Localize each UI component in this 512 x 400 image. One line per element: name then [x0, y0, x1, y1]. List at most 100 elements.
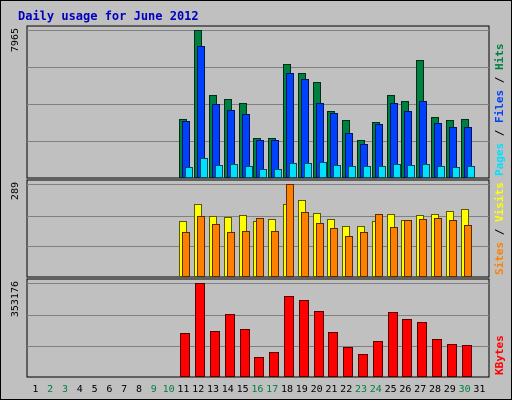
bar-sites-day-12	[197, 216, 205, 277]
chart-title: Daily usage for June 2012	[18, 9, 199, 23]
bar-kbytes-day-23	[358, 354, 368, 377]
bar-kbytes-day-28	[432, 339, 442, 377]
bar-kbytes-day-14	[225, 314, 235, 377]
bar-pages-day-15	[245, 166, 253, 178]
legend-separator: /	[493, 70, 506, 90]
x-tick-label-day-27: 27	[414, 384, 426, 395]
x-tick-label-day-31: 31	[473, 384, 485, 395]
x-tick-label-day-19: 19	[296, 384, 308, 395]
bar-kbytes-day-25	[388, 312, 398, 377]
bar-pages-day-28	[437, 166, 445, 178]
bar-pages-day-20	[319, 162, 327, 178]
x-tick-label-day-12: 12	[192, 384, 204, 395]
bar-sites-day-13	[212, 224, 220, 277]
y-max-label: 353176	[10, 281, 21, 317]
x-tick-label-day-7: 7	[121, 384, 127, 395]
panel-hits-files-pages: 7965 Pages / Files / Hits	[10, 25, 506, 179]
y-max-label: 7965	[10, 28, 21, 52]
x-tick-label-day-25: 25	[385, 384, 397, 395]
bar-sites-day-22	[345, 236, 353, 277]
bar-kbytes-day-19	[299, 300, 309, 377]
bar-sites-day-25	[390, 227, 398, 277]
bar-pages-day-29	[452, 167, 460, 178]
bar-pages-day-13	[215, 165, 223, 178]
x-tick-label-day-28: 28	[429, 384, 441, 395]
bar-pages-day-17	[274, 169, 282, 178]
legend-separator: /	[493, 222, 506, 242]
bar-pages-day-22	[348, 166, 356, 178]
bar-kbytes-day-24	[373, 341, 383, 377]
legend-kbytes: KBytes	[493, 335, 506, 375]
x-tick-label-day-17: 17	[266, 384, 278, 395]
bar-files-day-19	[301, 79, 309, 178]
bar-kbytes-day-26	[402, 319, 412, 377]
bar-sites-day-11	[182, 232, 190, 277]
y-max-label: 289	[10, 182, 21, 200]
panel-kbytes: 353176 KBytes	[10, 278, 506, 378]
chart-panels: 7965 Pages / Files / Hits 289 Sites / Visit…	[10, 25, 506, 378]
x-tick-label-day-15: 15	[237, 384, 249, 395]
bar-pages-day-18	[289, 163, 297, 178]
legend-kbytes: KBytes	[493, 335, 506, 375]
bar-pages-day-12	[200, 158, 208, 178]
bar-kbytes-day-13	[210, 331, 220, 377]
bar-pages-day-24	[378, 166, 386, 178]
bar-sites-day-28	[434, 218, 442, 277]
bar-kbytes-day-15	[240, 329, 250, 377]
x-tick-label-day-4: 4	[77, 384, 83, 395]
legend-pages: Pages	[493, 143, 506, 176]
bar-kbytes-day-18	[284, 296, 294, 377]
bar-sites-day-20	[316, 223, 324, 277]
bar-sites-day-24	[375, 214, 383, 277]
bar-sites-day-21	[330, 228, 338, 277]
bar-sites-day-29	[449, 220, 457, 277]
bar-pages-day-16	[259, 169, 267, 178]
x-tick-label-day-18: 18	[281, 384, 293, 395]
bar-pages-day-27	[422, 164, 430, 178]
x-tick-label-day-13: 13	[207, 384, 219, 395]
bar-pages-day-30	[467, 166, 475, 178]
legend-hits-files-pages: Pages / Files / Hits	[493, 44, 506, 177]
bar-pages-day-14	[230, 164, 238, 178]
x-tick-label-day-10: 10	[163, 384, 175, 395]
bar-kbytes-day-22	[343, 347, 353, 377]
bar-kbytes-day-12	[195, 283, 205, 377]
bar-kbytes-day-16	[254, 357, 264, 377]
panel-visits-sites: 289 Sites / Visits	[10, 179, 506, 278]
bar-sites-day-23	[360, 232, 368, 277]
bar-kbytes-day-21	[328, 332, 338, 377]
bar-kbytes-day-29	[447, 344, 457, 377]
bar-sites-day-17	[271, 231, 279, 277]
bar-kbytes-day-11	[180, 333, 190, 377]
x-tick-label-day-26: 26	[399, 384, 411, 395]
x-tick-label-day-1: 1	[32, 384, 38, 395]
x-tick-label-day-6: 6	[106, 384, 112, 395]
x-tick-label-day-16: 16	[251, 384, 263, 395]
bar-pages-day-19	[304, 163, 312, 178]
bar-pages-day-26	[407, 165, 415, 178]
x-tick-label-day-24: 24	[370, 384, 382, 395]
x-tick-label-day-14: 14	[222, 384, 234, 395]
legend-files: Files	[493, 90, 506, 123]
x-tick-label-day-9: 9	[151, 384, 157, 395]
x-tick-label-day-30: 30	[459, 384, 471, 395]
bar-pages-day-11	[185, 167, 193, 178]
x-axis-day-labels: 1 2 3 4 5 6 7 8 9 10 11 12 13 14 15 16 17 18 19 20 21 22 23 24 2…	[32, 384, 485, 395]
bar-files-day-18	[286, 73, 294, 178]
x-tick-label-day-29: 29	[444, 384, 456, 395]
bar-sites-day-30	[464, 225, 472, 277]
x-tick-label-day-3: 3	[62, 384, 68, 395]
legend-visits: Visits	[493, 182, 506, 222]
bar-pages-day-23	[363, 166, 371, 178]
bar-sites-day-16	[256, 218, 264, 277]
x-tick-label-day-21: 21	[325, 384, 337, 395]
bar-sites-day-15	[242, 231, 250, 277]
bar-pages-day-21	[333, 165, 341, 178]
legend-sites: Sites	[493, 242, 506, 275]
legend-hits: Hits	[493, 44, 506, 71]
x-tick-label-day-20: 20	[311, 384, 323, 395]
bar-kbytes-day-17	[269, 352, 279, 377]
bar-sites-day-18	[286, 184, 294, 277]
bar-sites-day-26	[404, 220, 412, 277]
bar-pages-day-25	[393, 164, 401, 178]
